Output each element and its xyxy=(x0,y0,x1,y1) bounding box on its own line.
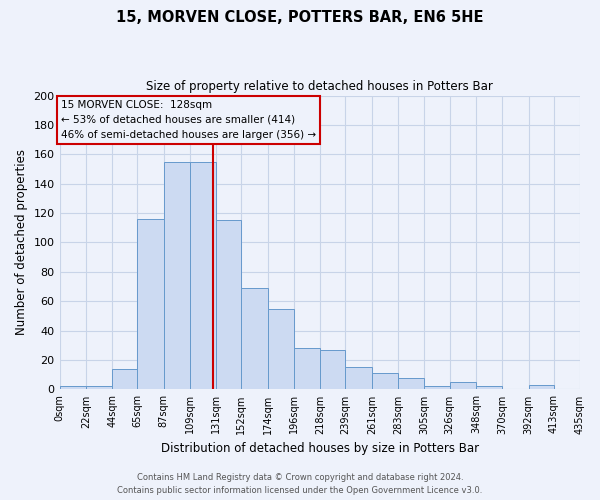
Bar xyxy=(294,348,320,390)
Bar xyxy=(268,308,294,390)
X-axis label: Distribution of detached houses by size in Potters Bar: Distribution of detached houses by size … xyxy=(161,442,479,455)
Text: 15 MORVEN CLOSE:  128sqm
← 53% of detached houses are smaller (414)
46% of semi-: 15 MORVEN CLOSE: 128sqm ← 53% of detache… xyxy=(61,100,316,140)
Bar xyxy=(241,288,268,390)
Title: Size of property relative to detached houses in Potters Bar: Size of property relative to detached ho… xyxy=(146,80,493,93)
Bar xyxy=(112,369,137,390)
Bar xyxy=(59,386,86,390)
Bar xyxy=(372,374,398,390)
Bar xyxy=(449,382,476,390)
Text: Contains HM Land Registry data © Crown copyright and database right 2024.
Contai: Contains HM Land Registry data © Crown c… xyxy=(118,474,482,495)
Bar xyxy=(398,378,424,390)
Bar xyxy=(320,350,346,390)
Bar xyxy=(216,220,241,390)
Bar xyxy=(137,219,164,390)
Bar xyxy=(86,386,112,390)
Bar xyxy=(529,385,554,390)
Bar xyxy=(346,368,372,390)
Bar xyxy=(164,162,190,390)
Bar xyxy=(190,162,216,390)
Text: 15, MORVEN CLOSE, POTTERS BAR, EN6 5HE: 15, MORVEN CLOSE, POTTERS BAR, EN6 5HE xyxy=(116,10,484,25)
Y-axis label: Number of detached properties: Number of detached properties xyxy=(15,150,28,336)
Bar xyxy=(476,386,502,390)
Bar xyxy=(424,386,449,390)
